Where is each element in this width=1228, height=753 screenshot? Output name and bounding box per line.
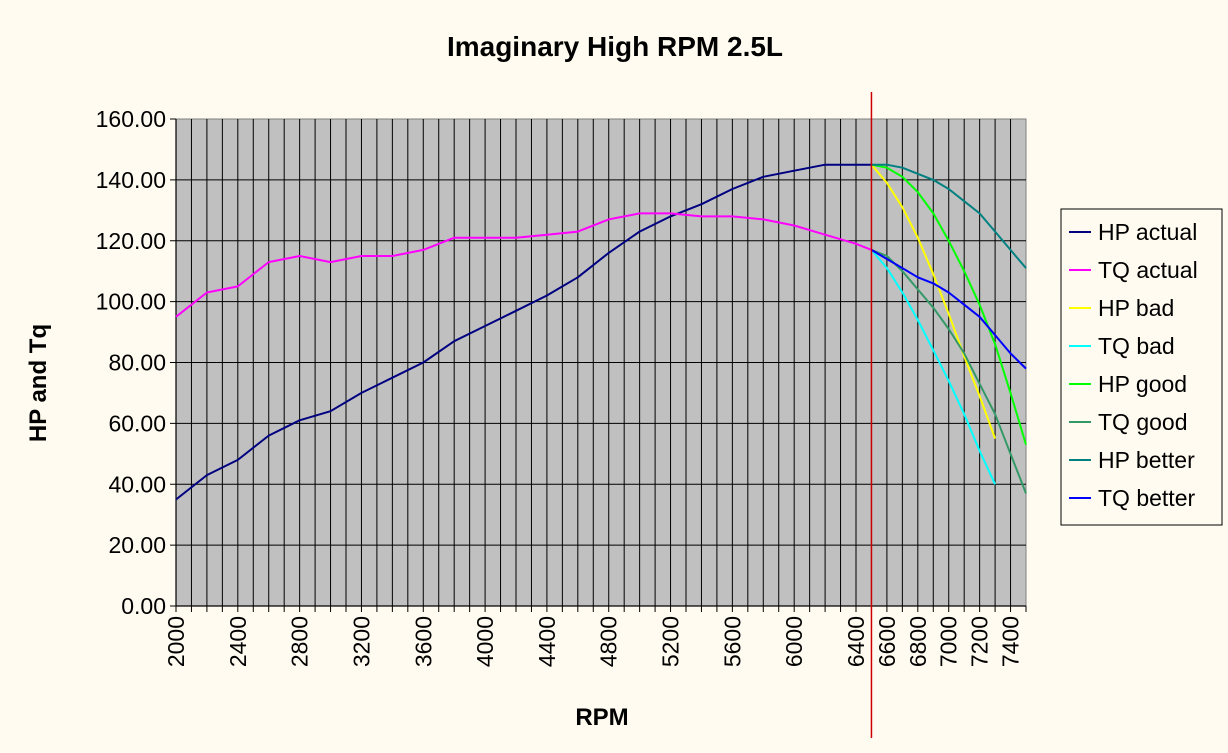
- x-tick-label: 5600: [719, 616, 745, 667]
- y-tick-label: 140.00: [96, 167, 166, 193]
- x-tick-label: 4400: [534, 616, 560, 667]
- x-axis-ticks: 2000 2400 2800 3200 3600 4000 4400 4800 5200 5600…: [163, 606, 1027, 667]
- y-tick-label: 20.00: [108, 532, 166, 558]
- series-lines: [175, 163, 1027, 501]
- x-tick-label: 6800: [905, 616, 931, 667]
- series-line-tq-better: [870, 249, 1027, 370]
- gridlines: [175, 119, 1026, 607]
- y-tick-label: 0.00: [121, 593, 166, 619]
- x-tick-label: 2400: [225, 616, 251, 667]
- legend-label: HP better: [1098, 447, 1195, 473]
- legend-label: TQ better: [1098, 485, 1195, 511]
- legend-box: [1060, 208, 1223, 526]
- x-tick-label: 6600: [874, 616, 900, 667]
- series-line-tq-actual: [175, 212, 872, 318]
- x-tick-label: 7400: [998, 616, 1024, 667]
- x-axis-label: RPM: [575, 704, 628, 731]
- legend-label: TQ bad: [1098, 333, 1175, 359]
- x-tick-label: 7000: [936, 616, 962, 667]
- legend-label: TQ actual: [1098, 257, 1198, 283]
- y-axis-label: HP and Tq: [25, 324, 52, 442]
- legend-label: HP bad: [1098, 295, 1174, 321]
- y-axis-ticks: 0.00 20.00 40.00 60.00 80.00 100.00 120.00 140.…: [96, 106, 176, 619]
- chart-title: Imaginary High RPM 2.5L: [447, 31, 783, 62]
- series-line-hp-better: [871, 163, 1027, 269]
- x-tick-label: 4800: [596, 616, 622, 667]
- y-tick-label: 120.00: [96, 228, 166, 254]
- legend-label: HP good: [1098, 371, 1187, 397]
- legend-label: TQ good: [1098, 409, 1188, 435]
- y-tick-label: 160.00: [96, 106, 166, 132]
- series-line-hp-bad: [870, 164, 997, 439]
- y-tick-label: 80.00: [108, 350, 166, 376]
- y-tick-label: 60.00: [108, 410, 166, 436]
- x-tick-label: 4000: [472, 616, 498, 667]
- legend-label: HP actual: [1098, 219, 1197, 245]
- series-line-hp-actual: [175, 163, 872, 501]
- x-tick-label: 3600: [410, 616, 436, 667]
- x-tick-label: 2800: [287, 616, 313, 667]
- x-tick-label: 2000: [163, 616, 189, 667]
- x-tick-label: 3200: [348, 616, 374, 667]
- x-tick-label: 5200: [658, 616, 684, 667]
- y-tick-label: 40.00: [108, 471, 166, 497]
- legend: HP actual TQ actual HP bad TQ bad HP good TQ …: [1060, 208, 1223, 526]
- x-tick-label: 7200: [967, 616, 993, 667]
- y-tick-label: 100.00: [96, 289, 166, 315]
- series-line-tq-bad: [870, 249, 997, 485]
- x-tick-label: 6400: [843, 616, 869, 667]
- x-tick-label: 6000: [781, 616, 807, 667]
- series-line-hp-good: [871, 163, 1027, 445]
